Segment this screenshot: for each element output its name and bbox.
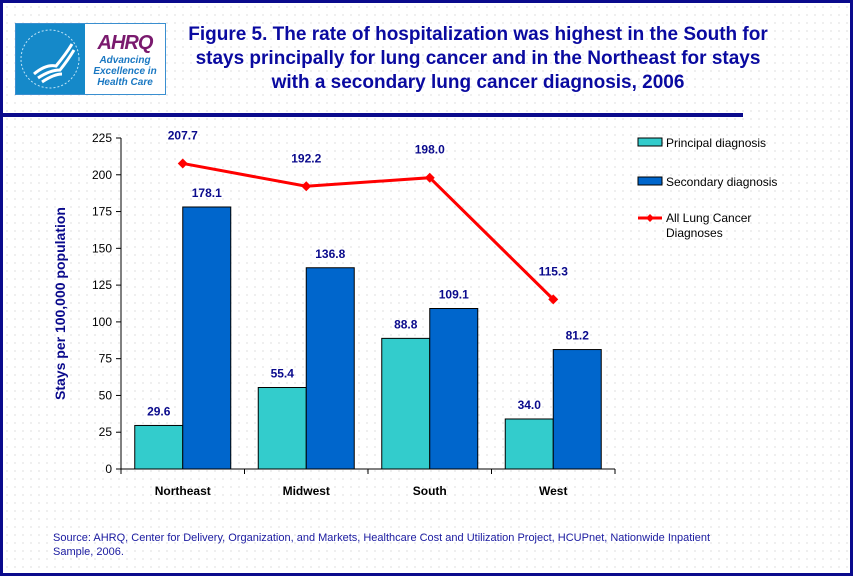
data-label: 88.8 — [394, 317, 418, 331]
data-label: 29.6 — [147, 404, 171, 418]
data-label: 192.2 — [291, 151, 321, 165]
legend-label: Diagnoses — [666, 226, 723, 240]
data-label: 81.2 — [566, 329, 590, 343]
y-tick-label: 200 — [92, 168, 112, 182]
bar-principal — [257, 387, 307, 470]
line-all-lung-cancer — [182, 161, 555, 301]
y-tick-label: 150 — [92, 241, 112, 255]
bar-principal — [381, 337, 431, 470]
legend-marker — [646, 214, 654, 222]
legend-swatch-principal — [637, 137, 663, 147]
ahrq-brand: AHRQ — [97, 32, 154, 54]
data-label: 136.8 — [315, 247, 345, 261]
x-tick-label: West — [539, 484, 567, 498]
legend-label: Secondary diagnosis — [666, 175, 777, 189]
logo-tagline: Excellence in — [93, 66, 157, 77]
bar-secondary — [429, 308, 479, 470]
line-marker — [177, 158, 188, 169]
bar-principal — [134, 424, 184, 470]
bar-secondary — [305, 267, 355, 470]
y-tick-label: 125 — [92, 278, 112, 292]
data-label: 115.3 — [539, 264, 569, 278]
logo-tagline: Advancing — [99, 55, 151, 66]
data-label: 198.0 — [415, 143, 445, 157]
bar-principal — [504, 418, 554, 470]
bar-secondary — [552, 349, 602, 470]
source-note: Source: AHRQ, Center for Delivery, Organ… — [53, 532, 711, 558]
data-label: 178.1 — [192, 186, 222, 200]
line-marker — [424, 172, 435, 183]
legend-swatch-secondary — [637, 176, 663, 186]
data-label: 34.0 — [518, 398, 542, 412]
x-tick-label: Northeast — [155, 484, 211, 498]
legend-label: All Lung Cancer — [666, 211, 751, 225]
hhs-eagle-icon — [16, 24, 85, 94]
chart-area: 0 25 50 75 100 125 150 175 200 225 Stays per 100,0… — [52, 128, 777, 498]
ahrq-logo: AHRQ Advancing Excellence in Health Care — [15, 23, 166, 95]
y-tick-label: 50 — [99, 388, 113, 402]
x-tick-label: South — [413, 484, 447, 498]
chart-title: Figure 5. The rate of hospitalization wa… — [188, 24, 768, 93]
data-label: 207.7 — [168, 128, 198, 142]
bar-secondary — [182, 206, 232, 470]
x-tick-label: Midwest — [283, 484, 330, 498]
y-axis-label: Stays per 100,000 population — [52, 207, 68, 400]
y-tick-label: 225 — [92, 131, 112, 145]
header-divider — [3, 113, 743, 117]
line-marker — [548, 294, 559, 305]
legend-label: Principal diagnosis — [666, 136, 766, 150]
y-tick-label: 175 — [92, 205, 112, 219]
y-tick-label: 100 — [92, 315, 112, 329]
y-tick-label: 0 — [105, 462, 112, 476]
y-tick-label: 75 — [99, 352, 113, 366]
data-label: 55.4 — [271, 367, 295, 381]
y-tick-label: 25 — [99, 425, 113, 439]
line-marker — [301, 181, 312, 192]
logo-tagline: Health Care — [97, 77, 153, 88]
data-label: 109.1 — [439, 288, 469, 302]
